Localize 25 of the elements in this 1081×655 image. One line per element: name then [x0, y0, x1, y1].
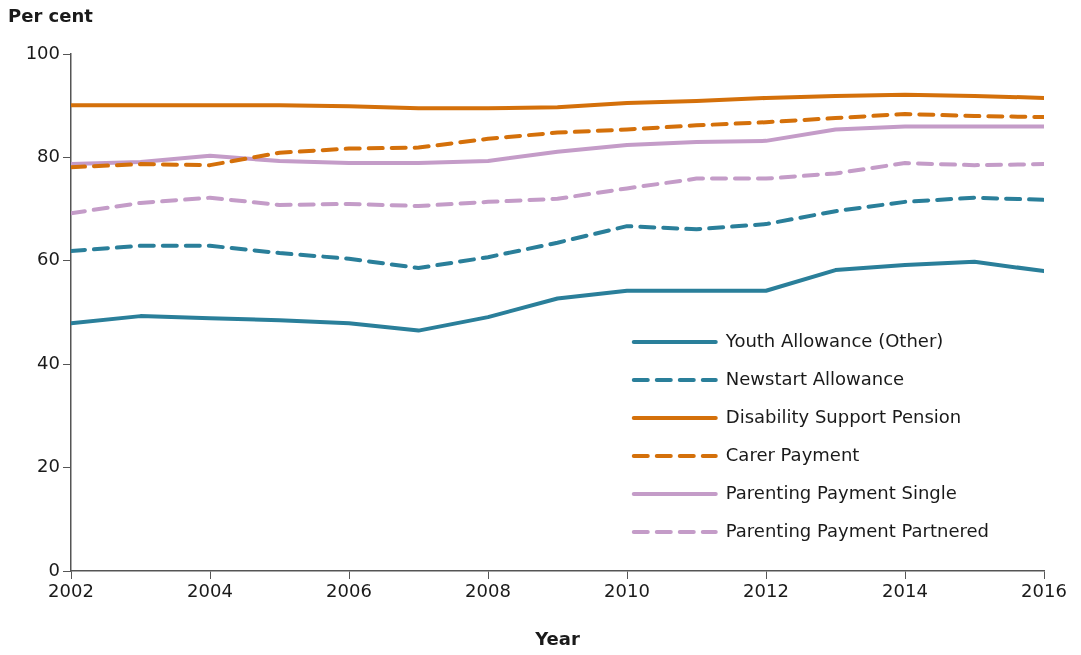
x-tick-label: 2002 — [48, 580, 94, 602]
line-series — [71, 111, 1044, 170]
legend-label: Youth Allowance (Other) — [724, 329, 944, 351]
y-tick-label: 60 — [37, 248, 60, 270]
legend-label: Disability Support Pension — [725, 405, 962, 427]
x-tick-label: 2006 — [326, 580, 372, 602]
y-axis-title: Per cent — [8, 4, 94, 26]
x-tick-label: 2004 — [187, 580, 233, 602]
y-tick-label: 40 — [37, 351, 60, 373]
x-axis-title: Year — [534, 627, 580, 649]
legend-label: Parenting Payment Partnered — [725, 519, 990, 541]
x-tick-label: 2010 — [604, 580, 650, 602]
line-series — [71, 195, 1044, 271]
x-tick-label: 2012 — [743, 580, 789, 602]
legend-label: Newstart Allowance — [725, 367, 905, 389]
legend-label: Parenting Payment Single — [725, 481, 957, 503]
x-tick-label: 2008 — [465, 580, 511, 602]
x-tick-label: 2014 — [882, 580, 928, 602]
line-series — [71, 161, 1044, 216]
y-tick-label: 100 — [25, 41, 60, 63]
x-tick-label: 2016 — [1021, 580, 1067, 602]
y-tick-label: 80 — [37, 145, 60, 167]
y-tick-label: 20 — [37, 455, 60, 477]
y-tick-label: 0 — [48, 558, 60, 580]
legend-label: Carer Payment — [725, 443, 860, 465]
